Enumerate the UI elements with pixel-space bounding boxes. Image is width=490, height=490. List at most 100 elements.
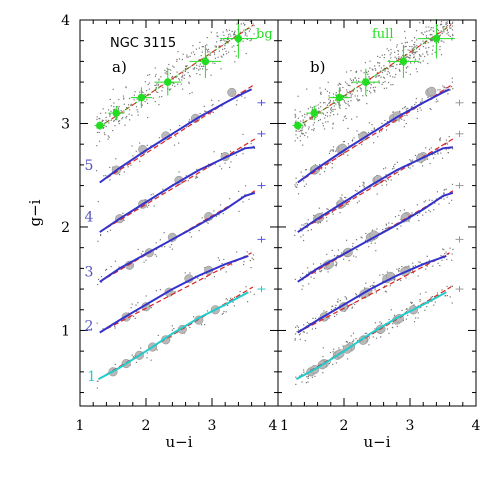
- scatter-point: [383, 65, 385, 67]
- panel-b-corner-label: full: [372, 27, 394, 42]
- scatter-point: [319, 87, 321, 89]
- scatter-point: [294, 113, 296, 115]
- scatter-point: [166, 71, 168, 73]
- scatter-point: [100, 112, 102, 114]
- scatter-point: [155, 87, 157, 89]
- scatter-point: [246, 38, 248, 40]
- scatter-point: [118, 123, 120, 125]
- scatter-point: [361, 237, 363, 239]
- scatter-point: [384, 70, 386, 72]
- scatter-point: [229, 40, 231, 42]
- scatter-point: [136, 310, 138, 313]
- bin-label: 4: [84, 210, 93, 226]
- scatter-point: [436, 98, 438, 100]
- scatter-point: [325, 216, 328, 219]
- scatter-point: [400, 279, 402, 282]
- scatter-point: [384, 54, 386, 56]
- scatter-point: [427, 96, 429, 98]
- scatter-point: [252, 254, 255, 256]
- scatter-point: [308, 322, 310, 325]
- scatter-point: [365, 71, 367, 73]
- scatter-point: [334, 108, 336, 110]
- scatter-point: [424, 55, 426, 58]
- scatter-point: [425, 291, 427, 293]
- scatter-point: [171, 325, 173, 327]
- scatter-point: [371, 124, 373, 126]
- scatter-point: [369, 60, 371, 62]
- scatter-point: [226, 299, 228, 301]
- scatter-point: [194, 67, 196, 69]
- scatter-point: [328, 152, 330, 154]
- scatter-point: [451, 199, 453, 201]
- scatter-point: [161, 90, 163, 92]
- scatter-point: [202, 46, 205, 48]
- scatter-point: [304, 116, 306, 118]
- scatter-point: [314, 222, 316, 224]
- scatter-point: [428, 259, 430, 261]
- scatter-point: [331, 305, 333, 308]
- scatter-point: [365, 95, 368, 97]
- scatter-point: [445, 25, 447, 28]
- scatter-point: [393, 279, 396, 281]
- scatter-point: [125, 87, 127, 89]
- scatter-point: [178, 171, 180, 173]
- scatter-point: [234, 50, 236, 53]
- scatter-point: [449, 23, 452, 25]
- scatter-point: [219, 40, 221, 42]
- scatter-point: [249, 20, 251, 23]
- scatter-point: [370, 186, 372, 188]
- scatter-point: [225, 40, 227, 43]
- scatter-point: [384, 81, 386, 83]
- scatter-point: [224, 40, 226, 42]
- scatter-point: [314, 317, 317, 319]
- scatter-point: [126, 107, 128, 109]
- scatter-point: [295, 134, 297, 136]
- scatter-point: [225, 311, 227, 313]
- scatter-point: [407, 56, 409, 58]
- scatter-point: [382, 81, 384, 84]
- scatter-point: [351, 140, 354, 142]
- scatter-point: [323, 310, 325, 312]
- scatter-point: [175, 76, 177, 79]
- scatter-point: [206, 44, 208, 46]
- scatter-point: [368, 131, 370, 134]
- scatter-point: [198, 47, 200, 49]
- scatter-point: [157, 334, 159, 336]
- scatter-point: [390, 84, 392, 86]
- scatter-point: [431, 296, 433, 298]
- scatter-point: [372, 87, 374, 89]
- scatter-point: [295, 326, 297, 328]
- scatter-point: [130, 164, 132, 166]
- scatter-point: [387, 68, 389, 70]
- scatter-point: [373, 128, 375, 130]
- scatter-point: [210, 74, 212, 76]
- scatter-point: [398, 170, 400, 172]
- scatter-point: [126, 116, 128, 118]
- scatter-point: [334, 264, 336, 266]
- scatter-point: [326, 112, 328, 114]
- scatter-point: [377, 62, 379, 64]
- scatter-point: [233, 34, 235, 36]
- bin-label: 2: [84, 318, 93, 334]
- scatter-point: [301, 129, 303, 131]
- scatter-point: [443, 31, 445, 33]
- scatter-point: [405, 108, 407, 110]
- scatter-point: [196, 73, 198, 75]
- scatter-point: [222, 213, 224, 215]
- scatter-point: [109, 229, 112, 231]
- green-point: [112, 109, 121, 117]
- scatter-point: [105, 116, 107, 118]
- scatter-point: [123, 98, 125, 100]
- scatter-point: [417, 110, 419, 113]
- scatter-point: [135, 150, 137, 152]
- scatter-point: [107, 231, 109, 233]
- scatter-point: [123, 103, 125, 105]
- scatter-point: [388, 332, 390, 334]
- scatter-point: [304, 125, 306, 127]
- scatter-point: [425, 47, 427, 49]
- scatter-point: [140, 347, 142, 349]
- scatter-point: [300, 236, 302, 238]
- scatter-point: [451, 259, 453, 261]
- scatter-point: [404, 106, 407, 108]
- scatter-point: [410, 301, 412, 303]
